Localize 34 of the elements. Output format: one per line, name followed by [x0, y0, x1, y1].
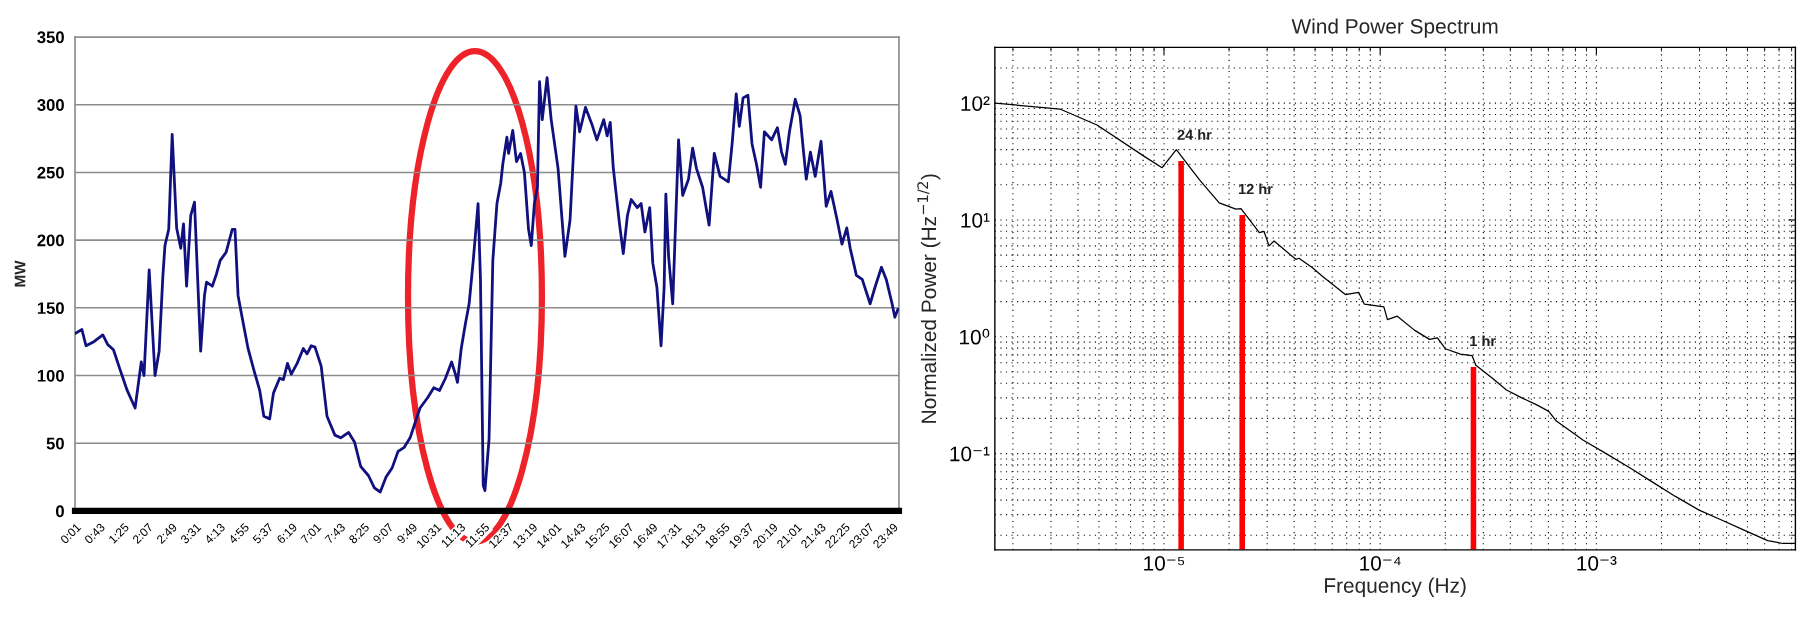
x-tick-label: 4:55 [228, 522, 250, 545]
y-axis-title: Normalized Power (Hz$^{−1/2}$) [917, 174, 941, 423]
y-tick-label: 50 [46, 437, 64, 450]
x-tick-label: 0:01 [59, 522, 82, 545]
y-tick-label: 250 [37, 166, 64, 179]
y-tick-label: 200 [37, 234, 64, 247]
y-tick-label: 10² [961, 96, 990, 111]
y-axis-title: MW [14, 260, 26, 287]
y-tick-label: 300 [37, 99, 64, 111]
x-tick-label: 9:49 [396, 522, 418, 545]
chart-title: Wind Power Spectrum [1291, 18, 1498, 38]
annotation: 1 hr [1470, 335, 1496, 347]
y-tick-label: 350 [37, 31, 64, 44]
x-tick-label: 10⁻³ [1577, 555, 1617, 571]
y-tick-label: 10⁰ [960, 328, 990, 345]
x-tick-label: 7:01 [300, 522, 322, 545]
y-tick-label: 10¹ [961, 212, 990, 228]
x-tick-label: 0:43 [83, 522, 106, 545]
y-tick-label: 0 [55, 505, 64, 518]
x-tick-label: 4:13 [203, 522, 226, 545]
y-tick-label: 100 [37, 369, 64, 382]
y-tick-label: 10⁻¹ [950, 446, 990, 462]
annotation: 12 hr [1238, 183, 1273, 195]
x-tick-label: 10⁻⁴ [1360, 555, 1401, 571]
annotation: 24 hr [1177, 129, 1212, 140]
x-tick-label: 3:31 [180, 522, 202, 545]
x-axis-title: Frequency (Hz) [1325, 577, 1466, 598]
x-tick-label: 6:19 [276, 522, 298, 545]
x-tick-label: 2:49 [156, 522, 178, 545]
line-series [75, 76, 899, 494]
x-tick-label: 7:43 [324, 522, 346, 545]
x-tick-label: 9:07 [372, 522, 394, 545]
x-tick-label: 10⁻⁵ [1144, 555, 1185, 571]
y-tick-label: 150 [37, 302, 64, 315]
